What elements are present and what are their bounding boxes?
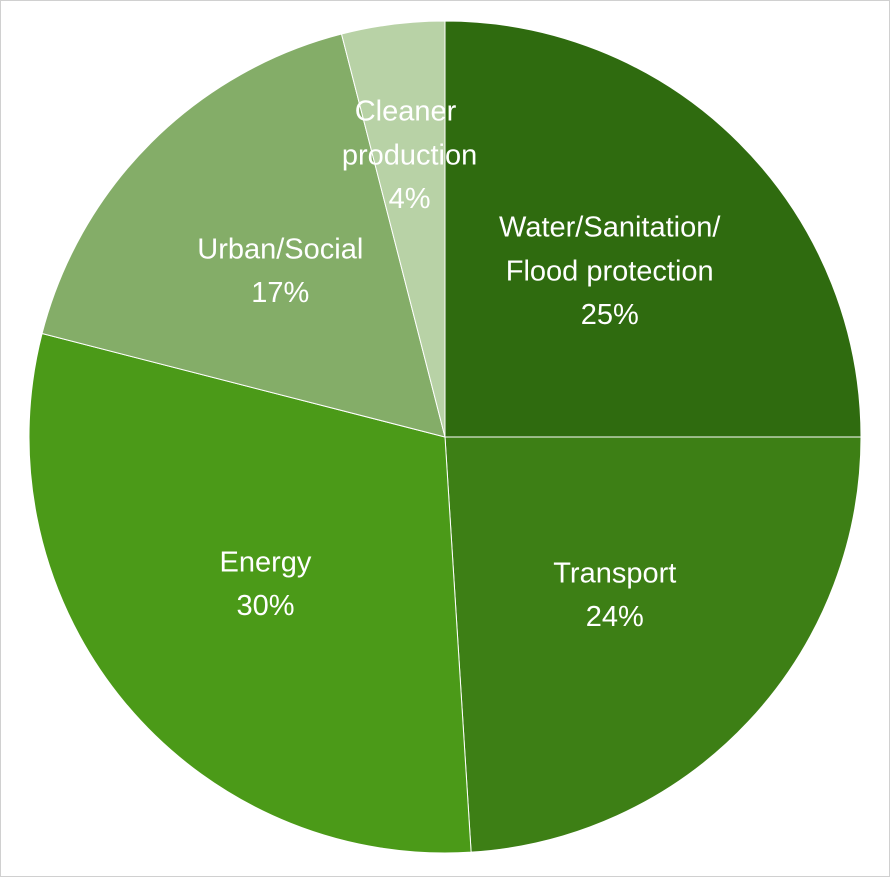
slice-label: Urban/Social (197, 233, 363, 265)
slice-value-label: 24% (586, 601, 644, 633)
slice-value-label: 25% (581, 299, 639, 331)
slice-value-label: 4% (389, 183, 431, 215)
pie-slice (444, 20, 862, 438)
pie-slice (28, 332, 472, 854)
slice-value-label: 30% (236, 590, 294, 622)
pie-slice (340, 20, 446, 438)
slice-label: Energy (220, 546, 312, 578)
pie-slice (41, 33, 446, 438)
slice-label: Cleaner production (342, 95, 477, 171)
slice-label: Water/Sanitation/Flood protection (499, 211, 721, 287)
pie-slice (444, 436, 862, 853)
slice-value-label: 17% (251, 277, 309, 309)
slice-label: Transport (553, 557, 676, 589)
